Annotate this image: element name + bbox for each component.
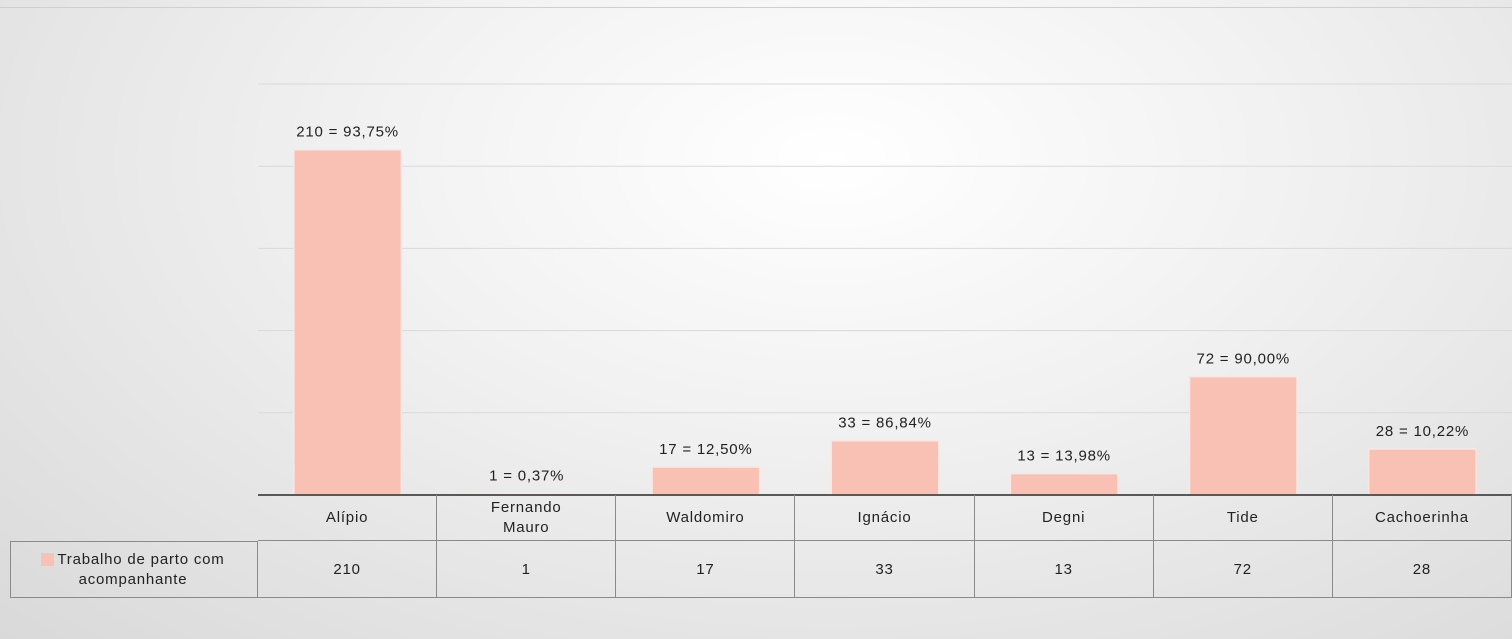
table-value: 33 (795, 541, 975, 598)
table-value: 1 (437, 541, 617, 598)
value-row: Trabalho de parto com acompanhante 210 1 1… (10, 541, 1512, 598)
category-label: Alípio (258, 495, 438, 541)
table-value: 17 (616, 541, 796, 598)
bar (1188, 375, 1298, 496)
data-label: 17 = 12,50% (659, 441, 752, 458)
category-label: Fernando Mauro (437, 495, 617, 541)
table-value: 28 (1332, 541, 1512, 598)
category-label: Tide (1153, 495, 1333, 541)
data-label: 72 = 90,00% (1197, 351, 1290, 368)
bar (293, 149, 403, 496)
legend-swatch (41, 552, 55, 566)
bar (1367, 448, 1477, 496)
frame-line (0, 7, 1512, 8)
table-value: 13 (974, 541, 1154, 598)
series-header: Trabalho de parto com acompanhante (10, 541, 258, 598)
bar (830, 439, 940, 496)
data-table: Alípio Fernando Mauro Waldomiro Ignácio Degn… (10, 495, 1512, 598)
category-row: Alípio Fernando Mauro Waldomiro Ignácio Degn… (10, 495, 1512, 541)
data-label: 13 = 13,98% (1017, 448, 1110, 465)
category-label: Ignácio (795, 495, 975, 541)
table-value: 210 (258, 541, 438, 598)
data-label: 28 = 10,22% (1376, 423, 1469, 440)
table-value: 72 (1153, 541, 1333, 598)
bar (1009, 472, 1119, 496)
category-label: Cachoerinha (1332, 495, 1512, 541)
legend-label: Trabalho de parto com acompanhante (57, 550, 225, 588)
data-label: 1 = 0,37% (489, 467, 564, 484)
bar (651, 466, 761, 496)
category-label: Degni (974, 495, 1154, 541)
data-label: 33 = 86,84% (838, 415, 931, 432)
category-label: Waldomiro (616, 495, 796, 541)
table-corner (10, 495, 258, 541)
data-label: 210 = 93,75% (296, 124, 399, 141)
